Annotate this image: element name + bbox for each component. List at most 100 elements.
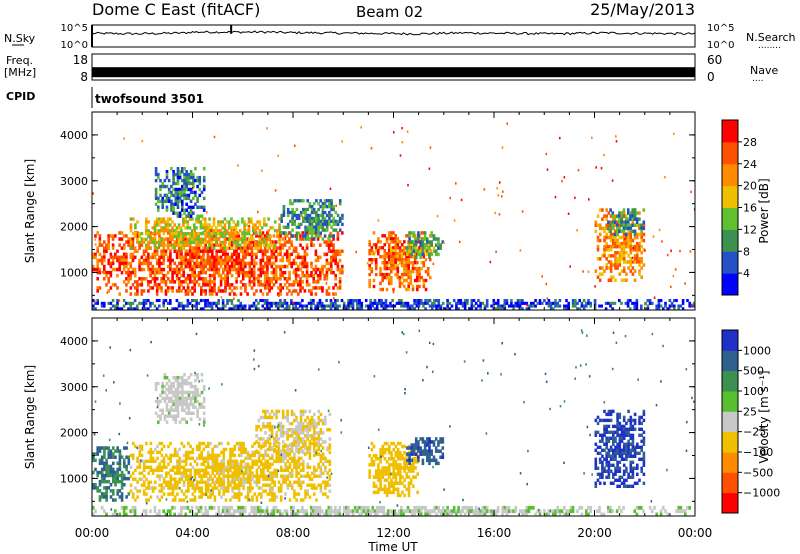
heatmap-cell (196, 205, 199, 209)
heatmap-cell (136, 240, 139, 244)
heatmap-cell (411, 269, 415, 274)
heatmap-cell (127, 267, 130, 272)
heatmap-cell (633, 208, 637, 212)
heatmap-cell (313, 486, 316, 490)
heatmap-cell (129, 255, 133, 260)
heatmap-cell (410, 231, 414, 235)
heatmap-cell (289, 202, 292, 206)
heatmap-cell (403, 252, 406, 256)
heatmap-point (653, 296, 656, 299)
heatmap-cell (277, 264, 280, 269)
heatmap-cell (266, 437, 269, 441)
heatmap-cell (183, 208, 186, 212)
heatmap-cell (268, 286, 271, 290)
heatmap-cell (204, 465, 208, 469)
heatmap-cell (198, 205, 202, 209)
heatmap-cell (415, 301, 419, 305)
heatmap-cell (371, 301, 375, 305)
heatmap-cell (213, 468, 217, 472)
heatmap-cell (323, 277, 326, 281)
heatmap-cell (204, 246, 207, 250)
heatmap-cell (226, 465, 230, 469)
heatmap-cell (172, 172, 175, 177)
heatmap-cell (188, 237, 192, 242)
heatmap-cell (618, 226, 621, 231)
heatmap-cell (299, 210, 303, 215)
power-y-label: Slant Range [km] (23, 159, 37, 263)
heatmap-cell (109, 270, 113, 275)
heatmap-cell (178, 283, 181, 287)
heatmap-cell (295, 443, 298, 447)
heatmap-cell (151, 450, 155, 455)
heatmap-cell (260, 492, 263, 496)
heatmap-cell (213, 459, 217, 463)
heatmap-cell (309, 301, 313, 305)
heatmap-cell (224, 489, 228, 493)
heatmap-cell (306, 474, 309, 478)
heatmap-cell (421, 243, 425, 247)
heatmap-cell (236, 243, 240, 247)
heatmap-cell (219, 264, 223, 269)
heatmap-cell (518, 299, 522, 303)
heatmap-cell (176, 378, 180, 383)
heatmap-cell (330, 264, 333, 269)
heatmap-cell (237, 444, 241, 449)
heatmap-cell (245, 229, 249, 233)
heatmap-cell (170, 184, 173, 189)
heatmap-cell (211, 450, 214, 455)
heatmap-cell (178, 477, 181, 481)
heatmap-cell (178, 459, 181, 463)
heatmap-cell (183, 181, 186, 186)
heatmap-cell (217, 258, 221, 263)
heatmap-cell (411, 304, 414, 308)
heatmap-cell (154, 447, 157, 452)
heatmap-cell (527, 307, 531, 311)
heatmap-cell (164, 280, 168, 284)
heatmap-cell (299, 446, 303, 450)
heatmap-cell (182, 255, 185, 260)
heatmap-cell (138, 462, 142, 466)
heatmap-cell (301, 261, 304, 266)
heatmap-cell (258, 229, 262, 233)
heatmap-cell (158, 474, 161, 478)
heatmap-cell (183, 211, 186, 215)
heatmap-cell (277, 409, 281, 414)
heatmap-cell (176, 459, 179, 463)
heatmap-cell (328, 210, 331, 215)
heatmap-cell (244, 477, 248, 481)
heatmap-cell (325, 299, 328, 303)
heatmap-cell (368, 243, 371, 247)
heatmap-cell (224, 258, 227, 263)
heatmap-cell (191, 480, 195, 484)
heatmap-cell (204, 223, 207, 227)
heatmap-cell (314, 249, 318, 253)
heatmap-cell (615, 223, 619, 227)
heatmap-point (670, 285, 672, 289)
heatmap-cell (138, 471, 142, 475)
heatmap-cell (596, 214, 600, 218)
heatmap-cell (424, 269, 428, 274)
heatmap-cell (200, 480, 203, 484)
heatmap-cell (253, 459, 256, 463)
heatmap-cell (167, 471, 170, 475)
heatmap-cell (479, 301, 482, 305)
heatmap-point (449, 196, 451, 200)
heatmap-cell (598, 238, 602, 243)
heatmap-cell (142, 299, 146, 303)
heatmap-cell (316, 237, 320, 241)
heatmap-cell (200, 270, 203, 275)
heatmap-cell (171, 229, 174, 233)
heatmap-cell (620, 301, 623, 305)
heatmap-cell (607, 266, 611, 270)
heatmap-cell (321, 431, 325, 435)
heatmap-cell (232, 304, 236, 308)
heatmap-cell (187, 453, 190, 458)
heatmap-cell (295, 434, 298, 438)
heatmap-cell (448, 307, 452, 311)
heatmap-cell (288, 421, 292, 426)
heatmap-cell (262, 437, 265, 441)
nsky-right-tick-bottom: 10^0 (707, 40, 734, 51)
heatmap-cell (281, 273, 285, 278)
heatmap-cell (202, 480, 206, 484)
heatmap-cell (241, 277, 245, 281)
